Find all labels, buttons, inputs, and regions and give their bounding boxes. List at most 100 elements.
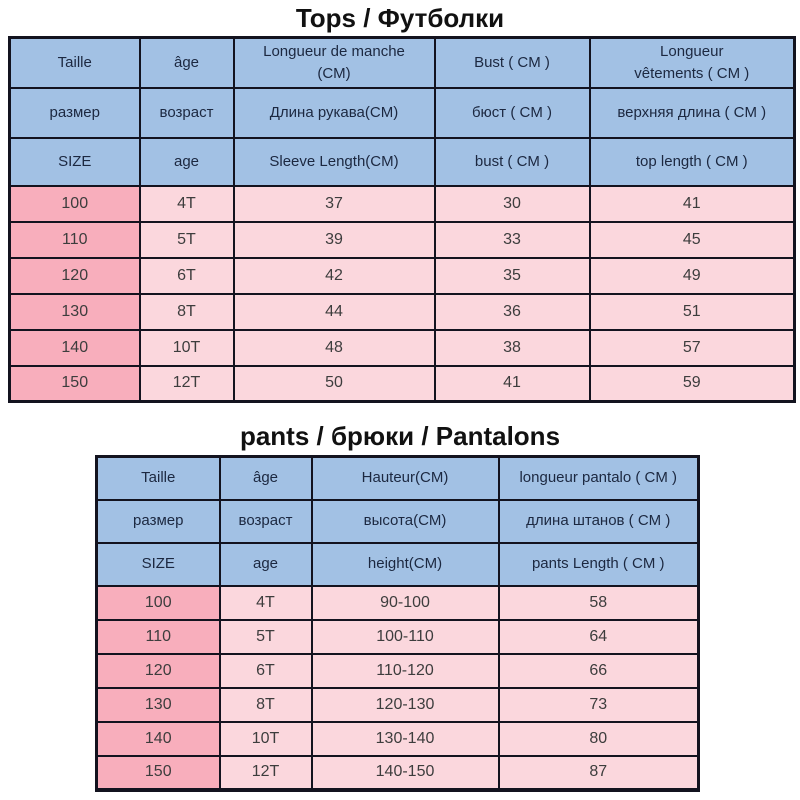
value-cell: 51 bbox=[588, 292, 796, 331]
pants-size-table: Taille âge Hauteur(CM) longueur pantalo ( C… bbox=[95, 455, 700, 792]
header-row: SIZE age Sleeve Length(CM) bust ( CM ) top l… bbox=[8, 136, 796, 187]
value-cell: 49 bbox=[588, 256, 796, 295]
header-row: Taille âge Hauteur(CM) longueur pantalo ( C… bbox=[95, 455, 700, 501]
value-cell: 12T bbox=[218, 754, 313, 791]
table-row: 150 12T 140-150 87 bbox=[95, 754, 700, 791]
value-cell: 90-100 bbox=[310, 584, 500, 621]
header-row: SIZE age height(CM) pants Length ( CM ) bbox=[95, 541, 700, 587]
header-cell: длина штанов ( CM ) bbox=[497, 498, 700, 544]
header-row: размер возраст высота(CM) длина штанов ( CM… bbox=[95, 498, 700, 544]
header-row: размер возраст Длина рукава(CM) бюст ( CM )… bbox=[8, 86, 796, 139]
header-cell: SIZE bbox=[8, 136, 141, 187]
table-row: 130 8T 44 36 51 bbox=[8, 292, 796, 331]
value-cell: 73 bbox=[497, 686, 700, 723]
value-cell: 100-110 bbox=[310, 618, 500, 655]
table-row: 120 6T 110-120 66 bbox=[95, 652, 700, 689]
value-cell: 30 bbox=[433, 184, 591, 223]
value-cell: 57 bbox=[588, 328, 796, 367]
value-cell: 4T bbox=[138, 184, 235, 223]
value-cell: 6T bbox=[218, 652, 313, 689]
header-cell: SIZE bbox=[95, 541, 221, 587]
size-cell: 140 bbox=[95, 720, 221, 757]
header-cell: Hauteur(CM) bbox=[310, 455, 500, 501]
value-cell: 6T bbox=[138, 256, 235, 295]
value-cell: 80 bbox=[497, 720, 700, 757]
table-row: 130 8T 120-130 73 bbox=[95, 686, 700, 723]
size-cell: 120 bbox=[8, 256, 141, 295]
header-cell: age bbox=[218, 541, 313, 587]
table-row: 100 4T 37 30 41 bbox=[8, 184, 796, 223]
header-cell: pants Length ( CM ) bbox=[497, 541, 700, 587]
value-cell: 48 bbox=[232, 328, 436, 367]
value-cell: 5T bbox=[138, 220, 235, 259]
header-cell: верхняя длина ( CM ) bbox=[588, 86, 796, 139]
header-cell: Bust ( CM ) bbox=[433, 36, 591, 89]
table-row: 120 6T 42 35 49 bbox=[8, 256, 796, 295]
value-cell: 59 bbox=[588, 364, 796, 403]
header-cell: Taille bbox=[8, 36, 141, 89]
size-cell: 130 bbox=[95, 686, 221, 723]
value-cell: 10T bbox=[138, 328, 235, 367]
value-cell: 130-140 bbox=[310, 720, 500, 757]
table-row: 140 10T 48 38 57 bbox=[8, 328, 796, 367]
header-cell: Longueur vêtements ( CM ) bbox=[588, 36, 796, 89]
value-cell: 140-150 bbox=[310, 754, 500, 791]
size-cell: 150 bbox=[95, 754, 221, 791]
header-cell: возраст bbox=[138, 86, 235, 139]
value-cell: 120-130 bbox=[310, 686, 500, 723]
value-cell: 8T bbox=[138, 292, 235, 331]
value-cell: 44 bbox=[232, 292, 436, 331]
value-cell: 5T bbox=[218, 618, 313, 655]
value-cell: 33 bbox=[433, 220, 591, 259]
table-row: 140 10T 130-140 80 bbox=[95, 720, 700, 757]
value-cell: 42 bbox=[232, 256, 436, 295]
value-cell: 39 bbox=[232, 220, 436, 259]
value-cell: 8T bbox=[218, 686, 313, 723]
value-cell: 4T bbox=[218, 584, 313, 621]
pants-table-title: pants / брюки / Pantalons bbox=[239, 421, 561, 451]
header-cell: age bbox=[138, 136, 235, 187]
table-row: 100 4T 90-100 58 bbox=[95, 584, 700, 621]
header-cell: размер bbox=[8, 86, 141, 139]
header-cell: âge bbox=[138, 36, 235, 89]
value-cell: 10T bbox=[218, 720, 313, 757]
value-cell: 58 bbox=[497, 584, 700, 621]
header-cell: âge bbox=[218, 455, 313, 501]
header-cell: Longueur de manche (CM) bbox=[232, 36, 436, 89]
value-cell: 37 bbox=[232, 184, 436, 223]
size-cell: 110 bbox=[8, 220, 141, 259]
header-cell: bust ( CM ) bbox=[433, 136, 591, 187]
value-cell: 87 bbox=[497, 754, 700, 791]
size-cell: 110 bbox=[95, 618, 221, 655]
header-cell: Sleeve Length(CM) bbox=[232, 136, 436, 187]
value-cell: 12T bbox=[138, 364, 235, 403]
value-cell: 66 bbox=[497, 652, 700, 689]
value-cell: 64 bbox=[497, 618, 700, 655]
value-cell: 36 bbox=[433, 292, 591, 331]
header-cell: Taille bbox=[95, 455, 221, 501]
table-row: 110 5T 39 33 45 bbox=[8, 220, 796, 259]
size-cell: 100 bbox=[95, 584, 221, 621]
header-cell: размер bbox=[95, 498, 221, 544]
value-cell: 41 bbox=[588, 184, 796, 223]
size-cell: 140 bbox=[8, 328, 141, 367]
tops-table-title: Tops / Футболки bbox=[295, 3, 505, 33]
value-cell: 35 bbox=[433, 256, 591, 295]
value-cell: 41 bbox=[433, 364, 591, 403]
value-cell: 110-120 bbox=[310, 652, 500, 689]
value-cell: 38 bbox=[433, 328, 591, 367]
size-cell: 130 bbox=[8, 292, 141, 331]
size-cell: 150 bbox=[8, 364, 141, 403]
table-row: 150 12T 50 41 59 bbox=[8, 364, 796, 403]
header-cell: возраст bbox=[218, 498, 313, 544]
header-row: Taille âge Longueur de manche (CM) Bust ( C… bbox=[8, 36, 796, 89]
value-cell: 45 bbox=[588, 220, 796, 259]
size-cell: 100 bbox=[8, 184, 141, 223]
header-cell: top length ( CM ) bbox=[588, 136, 796, 187]
header-cell: высота(CM) bbox=[310, 498, 500, 544]
header-cell: бюст ( CM ) bbox=[433, 86, 591, 139]
value-cell: 50 bbox=[232, 364, 436, 403]
header-cell: height(CM) bbox=[310, 541, 500, 587]
table-row: 110 5T 100-110 64 bbox=[95, 618, 700, 655]
